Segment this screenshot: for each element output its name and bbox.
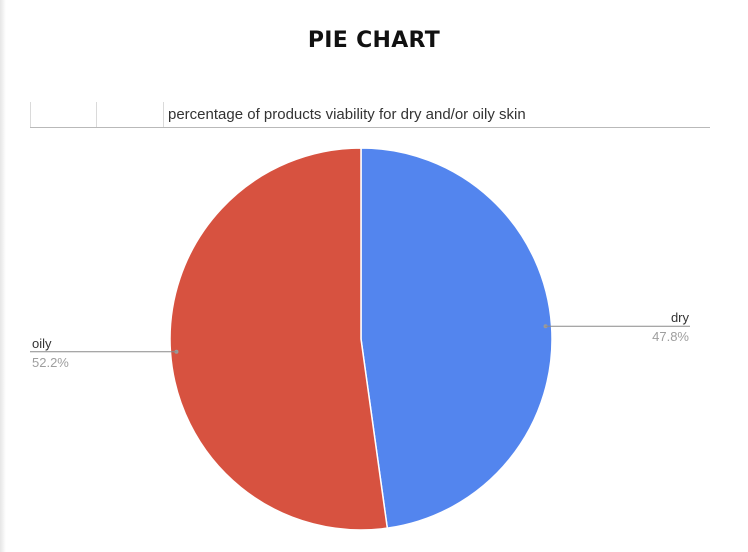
slice-label-oily: oily <box>32 336 52 351</box>
page-edge-shadow <box>0 0 6 552</box>
slice-value-dry: 47.8% <box>652 329 689 344</box>
chart-header-row: percentage of products viability for dry… <box>30 102 710 128</box>
pie-slice-dry[interactable] <box>360 147 553 530</box>
chart-title: percentage of products viability for dry… <box>168 106 526 123</box>
cell-divider <box>163 102 164 127</box>
pie-slice-oily[interactable] <box>169 147 389 531</box>
cell-divider <box>96 102 97 127</box>
page-title: PIE CHART <box>307 28 441 53</box>
cell-divider <box>30 102 31 127</box>
slice-label-dry: dry <box>671 310 690 325</box>
slice-value-oily: 52.2% <box>32 355 69 370</box>
